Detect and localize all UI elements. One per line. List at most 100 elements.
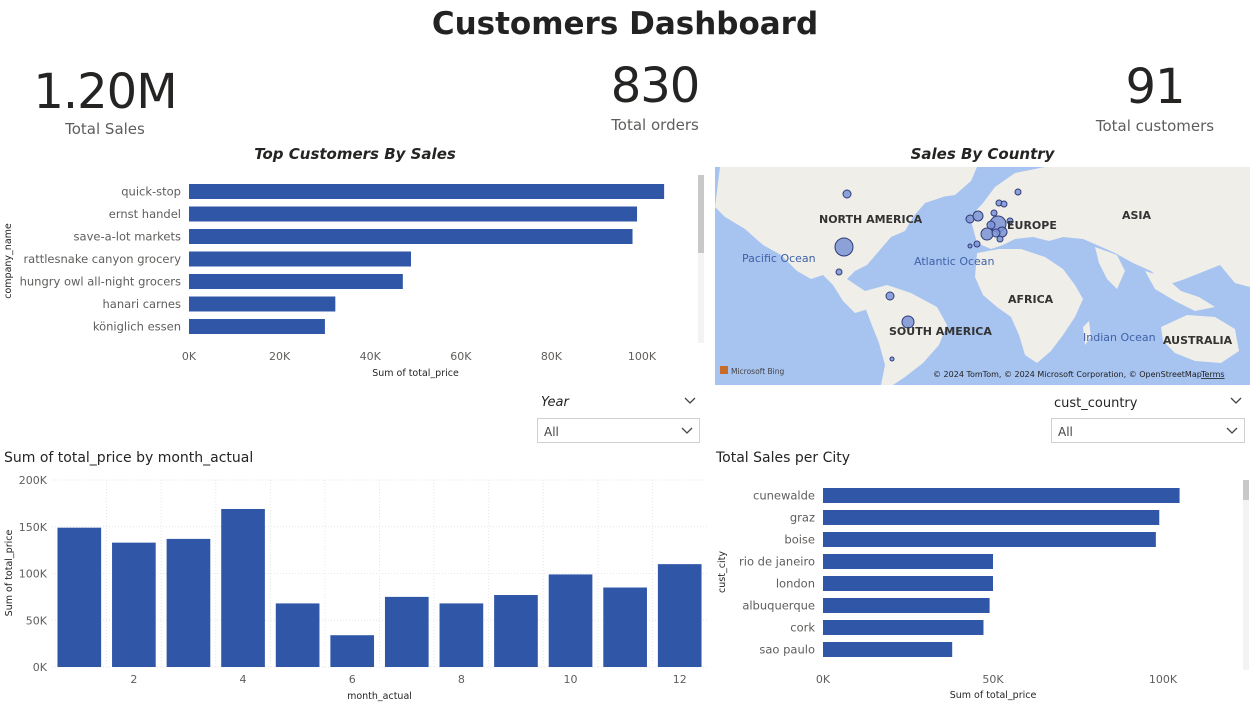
map-label-europe: EUROPE [1007, 219, 1057, 232]
x-tick-label: 6 [349, 673, 356, 686]
chevron-down-icon [1226, 427, 1238, 434]
map-label-asia: ASIA [1122, 209, 1152, 222]
y-axis-title: Sum of total_price [4, 530, 15, 617]
map-terms-link[interactable]: Terms [1200, 370, 1225, 379]
bar-sao-paulo[interactable] [823, 642, 953, 657]
x-tick-label: 100K [628, 350, 657, 363]
bubble-portugal[interactable] [967, 243, 973, 249]
year-slicer-dropdown[interactable]: All [537, 418, 700, 443]
year-slicer-value: All [544, 425, 559, 439]
bar-hungry-owl-all-night-grocers[interactable] [189, 274, 403, 289]
category-label: cork [790, 621, 815, 635]
bubble-canada[interactable] [842, 189, 852, 199]
map-label-indian: Indian Ocean [1083, 331, 1156, 344]
map-bubbles [834, 188, 1022, 362]
bubble-mexico[interactable] [835, 268, 843, 276]
bar-month-2[interactable] [112, 542, 156, 667]
bubble-switzerland[interactable] [991, 228, 1001, 238]
map-label-africa: AFRICA [1008, 293, 1054, 306]
kpi-label: Total Sales [65, 120, 145, 138]
country-slicer-chevron-icon[interactable] [1230, 397, 1242, 405]
bar-graz[interactable] [823, 510, 1160, 525]
bar-quick-stop[interactable] [189, 184, 665, 199]
bar-month-12[interactable] [657, 564, 702, 667]
bar-ernst-handel[interactable] [189, 206, 638, 222]
land-australia [1161, 315, 1239, 363]
category-label: albuquerque [742, 599, 815, 613]
x-tick-label: 4 [240, 673, 247, 686]
city-chart-title: Total Sales per City [716, 450, 851, 466]
y-axis-title: company_name [3, 223, 14, 299]
country-slicer-dropdown[interactable]: All [1051, 418, 1245, 443]
bubble-spain[interactable] [973, 240, 981, 248]
x-axis-title: Sum of total_price [950, 690, 1037, 701]
kpi-value: 91 [1125, 59, 1185, 115]
scrollbar-thumb[interactable] [698, 175, 704, 253]
bar-rio-de-janeiro[interactable] [823, 554, 993, 569]
category-label: sao paulo [759, 643, 815, 657]
bar-month-10[interactable] [548, 574, 593, 667]
bar-hanari-carnes[interactable] [189, 296, 336, 312]
bar-boise[interactable] [823, 532, 1156, 547]
bar-rattlesnake-canyon-grocery[interactable] [189, 251, 411, 267]
y-tick-label: 200K [19, 474, 48, 487]
monthly-sales-chart: 0K 50K 100K 150K 200K 2 4 6 8 10 12 month_actual Sum… [4, 474, 707, 702]
bar-month-8[interactable] [439, 603, 484, 667]
bubble-usa[interactable] [834, 237, 854, 257]
category-label: save-a-lot markets [74, 230, 181, 244]
bar-month-1[interactable] [57, 527, 102, 667]
x-tick-label: 0K [182, 350, 197, 363]
category-label: rattlesnake canyon grocery [23, 252, 181, 266]
bar-month-4[interactable] [221, 508, 265, 667]
x-tick-label: 2 [130, 673, 137, 686]
bubble-uk[interactable] [972, 210, 984, 222]
bar-month-7[interactable] [384, 596, 429, 667]
bar-month-6[interactable] [330, 635, 375, 667]
map-logo-mark [720, 366, 728, 374]
bubble-finland[interactable] [1014, 188, 1022, 196]
scrollbar-thumb[interactable] [1243, 480, 1249, 500]
bar-month-5[interactable] [275, 603, 320, 667]
x-tick-label: 40K [360, 350, 382, 363]
year-slicer-label: Year [541, 395, 569, 410]
scrollbar[interactable] [698, 175, 704, 343]
kpi-label: Total orders [611, 116, 699, 134]
x-tick-label: 80K [541, 350, 563, 363]
bubble-sweden[interactable] [1000, 200, 1008, 208]
bubble-argentina[interactable] [889, 356, 895, 362]
category-label: rio de janeiro [739, 555, 815, 569]
bar-london[interactable] [823, 576, 993, 591]
map-canvas: NORTH AMERICA EUROPE ASIA AFRICA SOUTH A… [715, 167, 1250, 385]
chevron-down-icon [681, 427, 693, 434]
bubble-italy[interactable] [996, 235, 1004, 243]
y-axis-title: cust_city [717, 551, 728, 593]
category-label: graz [790, 511, 815, 525]
bar-königlich-essen[interactable] [189, 319, 325, 334]
x-axis-title: Sum of total_price [372, 368, 459, 379]
land-europe-asia [970, 167, 1250, 287]
category-label: cunewalde [753, 489, 815, 503]
top-customers-title: Top Customers By Sales [254, 145, 456, 163]
bar-save-a-lot-markets[interactable] [189, 229, 633, 244]
bar-month-9[interactable] [494, 595, 538, 667]
sales-map[interactable]: NORTH AMERICA EUROPE ASIA AFRICA SOUTH A… [715, 167, 1250, 385]
bar-albuquerque[interactable] [823, 598, 990, 613]
y-tick-label: 50K [26, 614, 48, 627]
kpi-total-orders: 830 Total orders [580, 58, 730, 134]
bar-cunewalde[interactable] [823, 488, 1180, 503]
scrollbar[interactable] [1243, 480, 1249, 670]
y-tick-label: 100K [19, 568, 48, 581]
map-logo: Microsoft Bing [731, 367, 784, 376]
bubble-denmark[interactable] [990, 209, 998, 217]
bar-cork[interactable] [823, 620, 984, 635]
land-greenland [915, 167, 977, 197]
land-india [1095, 247, 1125, 289]
x-tick-label: 12 [673, 673, 687, 686]
bubble-venezuela[interactable] [885, 291, 895, 301]
bubble-poland[interactable] [1006, 217, 1014, 225]
bar-month-3[interactable] [166, 538, 211, 667]
bubble-brazil[interactable] [901, 315, 915, 329]
year-slicer-chevron-icon[interactable] [684, 397, 696, 405]
bar-month-11[interactable] [603, 587, 647, 667]
bubble-france[interactable] [980, 227, 994, 241]
